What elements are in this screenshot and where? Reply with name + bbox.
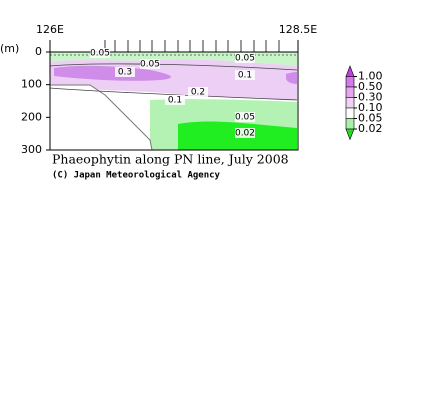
contour-label-bg — [235, 70, 255, 80]
contour-label-bg — [235, 53, 255, 63]
contour-field — [49, 40, 299, 151]
x-tick-label: 126E — [36, 23, 64, 36]
band-high — [54, 65, 171, 81]
x-tick-label: 128.5E — [279, 23, 317, 36]
contour-label-bg — [165, 95, 185, 105]
colorbar-swatch — [345, 128, 355, 141]
contour-label: 0.1 — [168, 96, 182, 106]
colorbar-label: 0.05 — [358, 112, 383, 125]
colorbar-label: 0.50 — [358, 80, 383, 93]
chart-title: Phaeophytin along PN line, July 2008 — [52, 152, 289, 167]
contour-label-bg — [90, 48, 110, 58]
credit: (C) Japan Meteorological Agency — [52, 170, 221, 181]
colorbar-label: 0.02 — [358, 122, 383, 135]
contour-label: 0.2 — [191, 88, 205, 98]
contour-label: 0.05 — [235, 54, 255, 64]
y-tick-label: 100 — [21, 78, 42, 91]
contour-label-bg — [140, 59, 160, 69]
contour-label-bg — [115, 67, 135, 77]
colorbar-swatch — [345, 65, 355, 77]
station-ticks — [104, 40, 280, 52]
contour-label: 0.02 — [235, 129, 255, 139]
colorbar-swatch — [345, 107, 355, 119]
plot-frame — [49, 51, 299, 151]
colorbar-swatch — [345, 97, 355, 109]
contour-label: 0.05 — [90, 49, 110, 59]
contour-label: 0.05 — [235, 113, 255, 123]
y-tick-label: 300 — [21, 143, 42, 156]
contour-label-bg — [188, 87, 208, 97]
contour-label: 0.1 — [238, 71, 252, 81]
contour-label-bg — [235, 128, 255, 138]
colorbar-label: 0.10 — [358, 101, 383, 114]
colorbar-label: 0.30 — [358, 91, 383, 104]
y-tick-label: 200 — [21, 110, 42, 123]
contour-label: 0.05 — [140, 60, 160, 70]
colorbar-swatch — [345, 86, 355, 98]
contour-label: 0.3 — [118, 68, 132, 78]
band-high — [286, 72, 297, 84]
colorbar-label: 1.00 — [358, 70, 383, 83]
colorbar-swatch — [345, 118, 355, 130]
y-axis-label: (m) — [0, 42, 19, 55]
y-tick-label: 0 — [35, 45, 42, 58]
contour-label-bg — [235, 112, 255, 122]
colorbar-swatch — [345, 76, 355, 88]
